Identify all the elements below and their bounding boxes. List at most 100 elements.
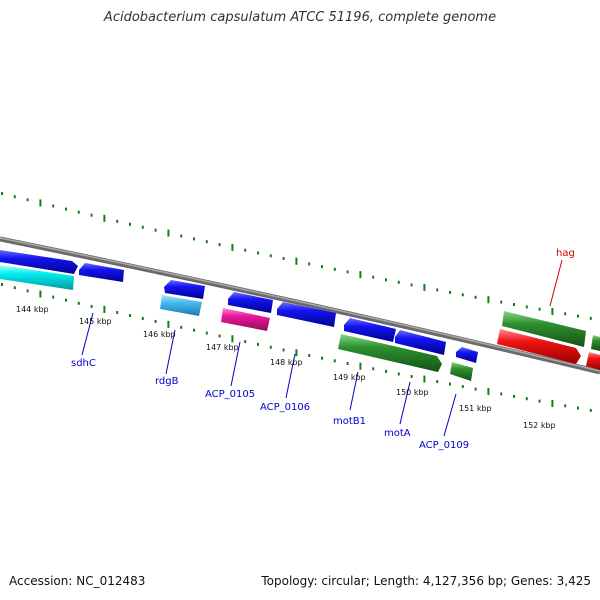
gene-cyan-arrow[interactable] [0, 265, 74, 290]
major-tick [551, 400, 554, 407]
gene-red-arrow[interactable] [497, 329, 581, 364]
minor-tick [525, 397, 528, 401]
minor-tick [449, 382, 451, 386]
major-tick [167, 229, 170, 237]
minor-tick [193, 328, 195, 332]
major-tick [359, 362, 362, 370]
major-tick [487, 296, 490, 304]
genome-summary-text: Topology: circular; Length: 4,127,356 bp… [261, 574, 591, 588]
minor-tick [436, 380, 439, 384]
minor-tick [13, 286, 16, 290]
minor-tick [129, 222, 131, 226]
minor-tick [154, 319, 157, 323]
minor-tick [372, 367, 375, 371]
major-tick [39, 290, 42, 298]
gene-sdhC-arrow[interactable] [0, 250, 78, 274]
minor-tick [410, 375, 413, 378]
minor-tick [449, 290, 451, 294]
gene-ACP_0106-arrow[interactable] [277, 302, 336, 327]
minor-tick [397, 280, 400, 284]
minor-tick [321, 265, 323, 269]
minor-tick [218, 243, 221, 247]
major-tick [423, 283, 426, 291]
minor-tick [13, 195, 16, 199]
gene-green-small-arrow[interactable] [450, 362, 473, 381]
minor-tick [205, 240, 208, 244]
minor-tick [436, 288, 439, 292]
minor-tick [410, 283, 413, 287]
minor-tick [513, 394, 515, 398]
minor-tick [577, 314, 579, 318]
scale-label-149: 149 kbp [333, 373, 366, 382]
inner-tick-ring [1, 283, 592, 412]
gene-motB1-arrow[interactable] [338, 334, 442, 372]
minor-tick [500, 300, 503, 304]
minor-tick [333, 267, 336, 271]
minor-tick [372, 275, 375, 279]
scale-label-152: 152 kbp [523, 421, 556, 430]
minor-tick [461, 385, 464, 389]
minor-tick [282, 348, 285, 352]
scale-label-145: 145 kbp [79, 317, 112, 326]
gene-magenta-arrow[interactable] [221, 308, 270, 331]
scale-label-148: 148 kbp [270, 358, 303, 367]
gene-features [0, 250, 600, 381]
minor-tick [308, 354, 311, 357]
gene-label-motA[interactable]: motA [384, 428, 411, 439]
gene-motB1-blue-arrow[interactable] [344, 318, 396, 342]
gene-edge-green-arrow[interactable] [591, 335, 600, 351]
minor-tick [385, 278, 387, 282]
major-tick [359, 271, 362, 279]
minor-tick [90, 213, 93, 217]
scale-label-144: 144 kbp [16, 305, 49, 314]
minor-tick [116, 311, 119, 314]
major-tick [167, 320, 170, 328]
scale-label-147: 147 kbp [206, 343, 239, 352]
outer-tick-ring [1, 192, 592, 320]
genome-backbone-highlight [0, 237, 600, 372]
minor-tick [385, 369, 387, 373]
minor-tick [257, 251, 259, 255]
minor-tick [257, 342, 259, 346]
gene-145-arrow[interactable] [79, 263, 124, 282]
minor-tick [218, 334, 221, 338]
gene-motA-arrow[interactable] [395, 330, 446, 355]
gene-label-rdgB[interactable]: rdgB [155, 376, 179, 387]
major-tick [295, 257, 298, 265]
gene-hag-arrow[interactable] [502, 311, 586, 347]
gene-label-sdhC[interactable]: sdhC [71, 358, 96, 369]
gene-sky-arrow[interactable] [160, 295, 202, 316]
minor-tick [346, 270, 349, 274]
gene-label-ACP_0109[interactable]: ACP_0109 [419, 440, 469, 451]
minor-tick [141, 225, 144, 229]
gene-ACP_0105-arrow[interactable] [228, 292, 273, 313]
label-leaders [81, 259, 563, 437]
minor-tick [269, 254, 272, 258]
major-tick [39, 199, 42, 207]
gene-rdgB-arrow[interactable] [164, 280, 205, 299]
minor-tick [538, 307, 541, 311]
accession-text: Accession: NC_012483 [9, 574, 146, 588]
minor-tick [500, 392, 503, 396]
minor-tick [205, 331, 208, 335]
major-tick [423, 375, 426, 383]
gene-label-hag[interactable]: hag [556, 248, 575, 259]
gene-ACP_0109-arrow[interactable] [456, 347, 478, 363]
minor-tick [244, 340, 247, 344]
minor-tick [525, 305, 528, 309]
minor-tick [65, 298, 67, 302]
minor-tick [52, 204, 55, 208]
minor-tick [564, 404, 567, 408]
minor-tick [461, 293, 464, 297]
gene-label-ACP_0106[interactable]: ACP_0106 [260, 402, 310, 413]
minor-tick [474, 387, 477, 391]
minor-tick [180, 325, 183, 329]
minor-tick [77, 301, 80, 305]
minor-tick [577, 406, 579, 410]
gene-edge-red-arrow[interactable] [586, 352, 600, 370]
gene-label-motB1[interactable]: motB1 [333, 416, 366, 427]
minor-tick [1, 192, 3, 195]
gene-label-ACP_0105[interactable]: ACP_0105 [205, 389, 255, 400]
major-tick [103, 214, 106, 222]
minor-tick [538, 399, 541, 403]
